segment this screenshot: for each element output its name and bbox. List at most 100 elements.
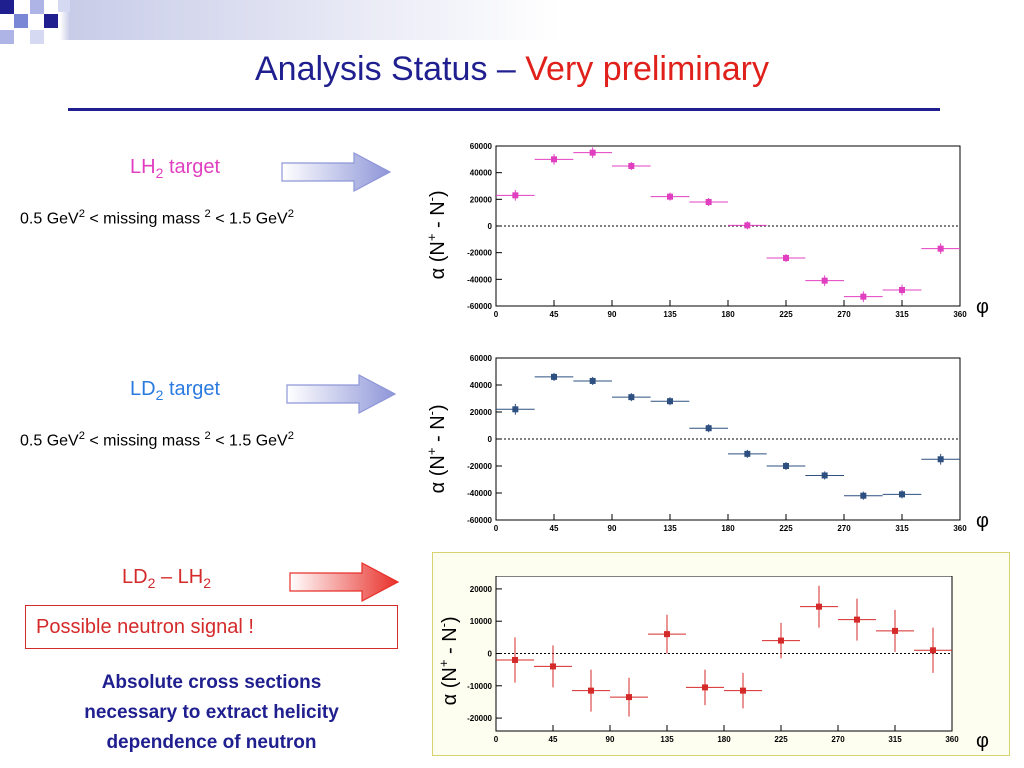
x-tick-label: 90 [606,735,615,744]
data-point [740,687,746,694]
x-tick-label: 0 [494,735,499,744]
data-point [512,406,519,413]
label-sub: 2 [203,575,211,591]
x-tick-label: 0 [494,524,499,533]
ylabel-part: ) [426,190,449,197]
data-point [821,277,828,284]
ylabel-part: ) [426,404,449,411]
cut-a: 0.5 GeV [20,210,79,228]
cut-sup: 2 [204,208,211,220]
x-tick-label: 225 [774,735,788,744]
y-tick-label: 40000 [470,169,493,178]
x-tick-label: 225 [779,524,793,533]
label-suffix: – LH [160,566,204,588]
data-point [588,687,594,694]
y-tick-label: -20000 [467,462,492,471]
x-tick-label: 270 [837,310,851,319]
x-tick-label: 360 [953,310,967,319]
y-tick-label: -20000 [467,714,492,723]
ylabel-sup: + [436,659,452,668]
diff-chart: 0 45 90 135 180 225 270 315 360 20000 10000 0 -10000… [467,576,959,744]
label-suffix: target [168,378,221,400]
data-point [512,192,519,199]
label-sub: 2 [147,575,156,591]
y-tick-label: -60000 [467,516,492,525]
x-tick-label: 225 [779,310,793,319]
deco-square [58,0,70,12]
deco-square [30,0,44,14]
cut-c: < 1.5 GeV [215,432,288,450]
deco-square [44,14,58,28]
ylabel-part: α (N [426,241,449,280]
ld2-target-label: LD2 target [130,378,220,403]
y-tick-label: 20000 [470,195,493,204]
y-tick-label: 0 [488,435,493,444]
cut-sup: 2 [287,208,294,220]
data-point [589,149,596,156]
cut-b: < missing mass [89,210,201,228]
x-tick-label: 0 [494,310,499,319]
data-point [705,199,712,205]
ylabel-part: α (N [426,455,449,494]
x-axis-label: φ [976,296,989,318]
data-point [626,694,632,701]
data-point [589,377,596,384]
title-underline [68,108,940,111]
data-point [937,456,944,463]
data-point [628,163,635,169]
data-point [783,463,789,469]
y-tick-label: 0 [488,650,493,659]
arrow-icon [289,562,400,602]
conclusion-line: necessary to extract helicity [84,702,339,723]
title-main: Analysis Status – [255,50,516,88]
deco-square [14,14,28,28]
data-point [821,472,828,479]
conclusion-line: Absolute cross sections [101,672,322,693]
data-point [899,491,905,498]
x-tick-label: 90 [608,310,617,319]
deco-square [0,0,14,14]
data-point [705,425,712,432]
cut-sup: 2 [78,430,85,442]
label-sub: 2 [155,387,164,403]
x-tick-label: 45 [549,735,558,744]
data-point [930,647,936,654]
data-point [816,603,822,610]
cut-sup: 2 [287,430,294,442]
ylabel-sup: - [436,622,452,628]
title-highlight: Very preliminary [525,50,769,88]
data-point [937,245,944,252]
ylabel-part: - N [426,415,449,448]
x-tick-label: 45 [550,524,559,533]
data-point [667,193,673,200]
cut-label-2: 0.5 GeV2 < missing mass 2 < 1.5 GeV2 [20,430,294,450]
conclusion-text: Absolute cross sections necessary to ext… [25,668,398,758]
x-tick-label: 135 [663,310,677,319]
data-point [778,637,784,644]
x-tick-label: 180 [721,524,735,533]
y-tick-label: 10000 [470,617,493,626]
x-tick-label: 315 [895,524,909,533]
y-tick-label: -60000 [467,302,492,311]
data-point [551,156,557,163]
cut-c: < 1.5 GeV [215,210,288,228]
x-tick-label: 315 [895,310,909,319]
ylabel-sup: - [424,410,440,416]
label-prefix: LD [122,566,148,588]
y-axis-label: α (N+ - N-) [424,170,450,300]
data-point [899,287,905,293]
page-title: Analysis Status – Very preliminary [0,50,1024,89]
data-point [860,492,867,499]
y-tick-label: -40000 [467,489,492,498]
arrow-icon [281,152,392,192]
data-point [744,450,751,457]
signal-text: Possible neutron signal ! [36,616,254,638]
data-point [664,631,670,638]
deco-square [0,30,14,44]
data-point [892,627,898,634]
ylabel-sup: - [424,196,440,202]
y-tick-label: 60000 [470,354,493,363]
cut-a: 0.5 GeV [20,432,79,450]
cut-b: < missing mass [89,432,201,450]
x-tick-label: 360 [953,524,967,533]
